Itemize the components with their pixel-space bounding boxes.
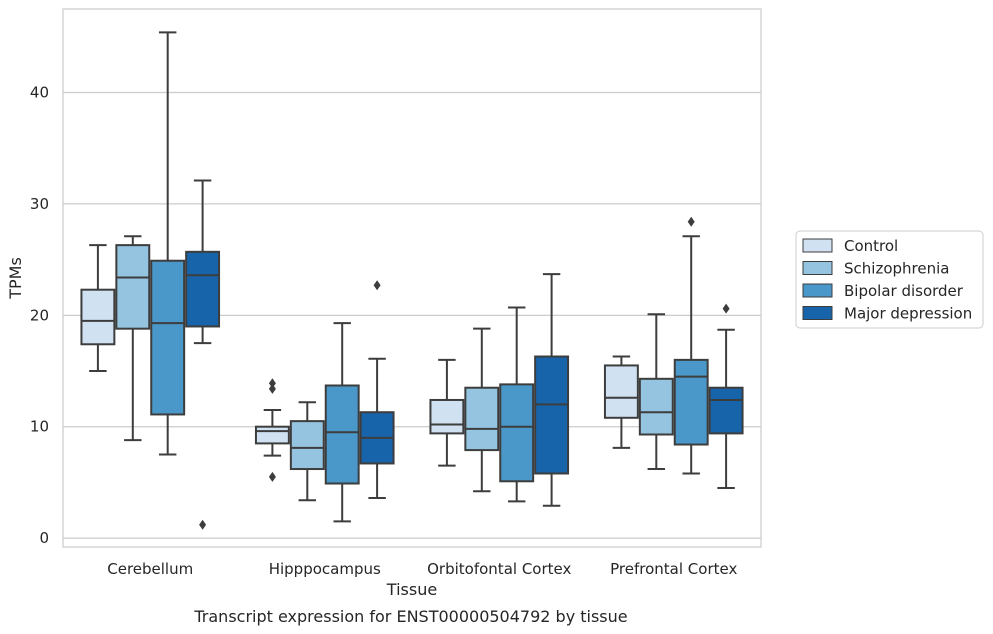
outlier-point [687, 216, 695, 227]
box-control [429, 358, 465, 467]
box-body [499, 383, 535, 483]
box-body [115, 244, 151, 330]
box-body [429, 398, 465, 435]
box-major-depression [534, 273, 570, 507]
y-tick-label: 0 [39, 529, 49, 547]
legend-frame [795, 230, 984, 329]
box-control [603, 355, 639, 449]
box-control [254, 378, 290, 482]
legend: Control Schizophrenia Bipolar disorder Majo… [795, 230, 984, 329]
box-body [150, 259, 186, 416]
outlier-point [722, 303, 730, 314]
box-schizophrenia [289, 401, 325, 502]
box-body [534, 355, 570, 475]
box-schizophrenia [638, 313, 674, 471]
y-tick-label: 10 [30, 418, 49, 436]
y-tick-label: 30 [30, 195, 49, 213]
legend-label: Control [844, 237, 898, 255]
outlier-point [373, 280, 381, 291]
box-body [254, 425, 290, 445]
x-axis-title: Tissue [386, 580, 437, 599]
box-bipolar-disorder [499, 306, 535, 503]
y-tick-label: 20 [30, 306, 49, 324]
box-body [185, 250, 221, 328]
box-body [324, 384, 360, 485]
box-control [80, 244, 116, 373]
x-tick-label: Orbitofontal Cortex [427, 560, 571, 578]
legend-swatch [802, 283, 833, 298]
box-body [603, 364, 639, 419]
outlier-point [268, 378, 276, 389]
box-major-depression [708, 303, 744, 489]
box-schizophrenia [464, 327, 500, 493]
box-body [80, 288, 116, 346]
box-body [289, 420, 325, 471]
legend-label: Bipolar disorder [844, 282, 964, 300]
x-tick-label: Prefrontal Cortex [610, 560, 737, 578]
box-major-depression [185, 179, 221, 530]
box-plot-area [80, 31, 744, 530]
legend-label: Major depression [844, 305, 972, 323]
legend-swatch [802, 306, 833, 320]
x-tick-label: Hipppocampus [269, 560, 381, 578]
x-axis-ticks: Cerebellum Hipppocampus Orbitofontal Corte… [107, 560, 737, 578]
box-body [464, 386, 500, 452]
box-body [638, 377, 674, 436]
outlier-point [199, 519, 207, 530]
chart-caption: Transcript expression for ENST0000050479… [193, 607, 627, 626]
plot-frame [62, 8, 762, 548]
outlier-point [268, 383, 276, 394]
box-body [673, 358, 709, 446]
y-axis-title: TPMs [6, 257, 25, 300]
box-body [708, 386, 744, 435]
box-schizophrenia [115, 235, 151, 442]
x-tick-label: Cerebellum [107, 560, 193, 578]
outlier-point [268, 471, 276, 482]
box-bipolar-disorder [324, 322, 360, 523]
box-bipolar-disorder [673, 216, 709, 475]
y-tick-label: 40 [30, 84, 49, 102]
legend-swatch [802, 261, 833, 275]
legend-swatch [802, 238, 833, 253]
y-axis-ticks: 0 10 20 30 40 [30, 84, 49, 548]
legend-label: Schizophrenia [844, 260, 949, 278]
box-bipolar-disorder [150, 31, 186, 456]
box-major-depression [359, 280, 395, 499]
